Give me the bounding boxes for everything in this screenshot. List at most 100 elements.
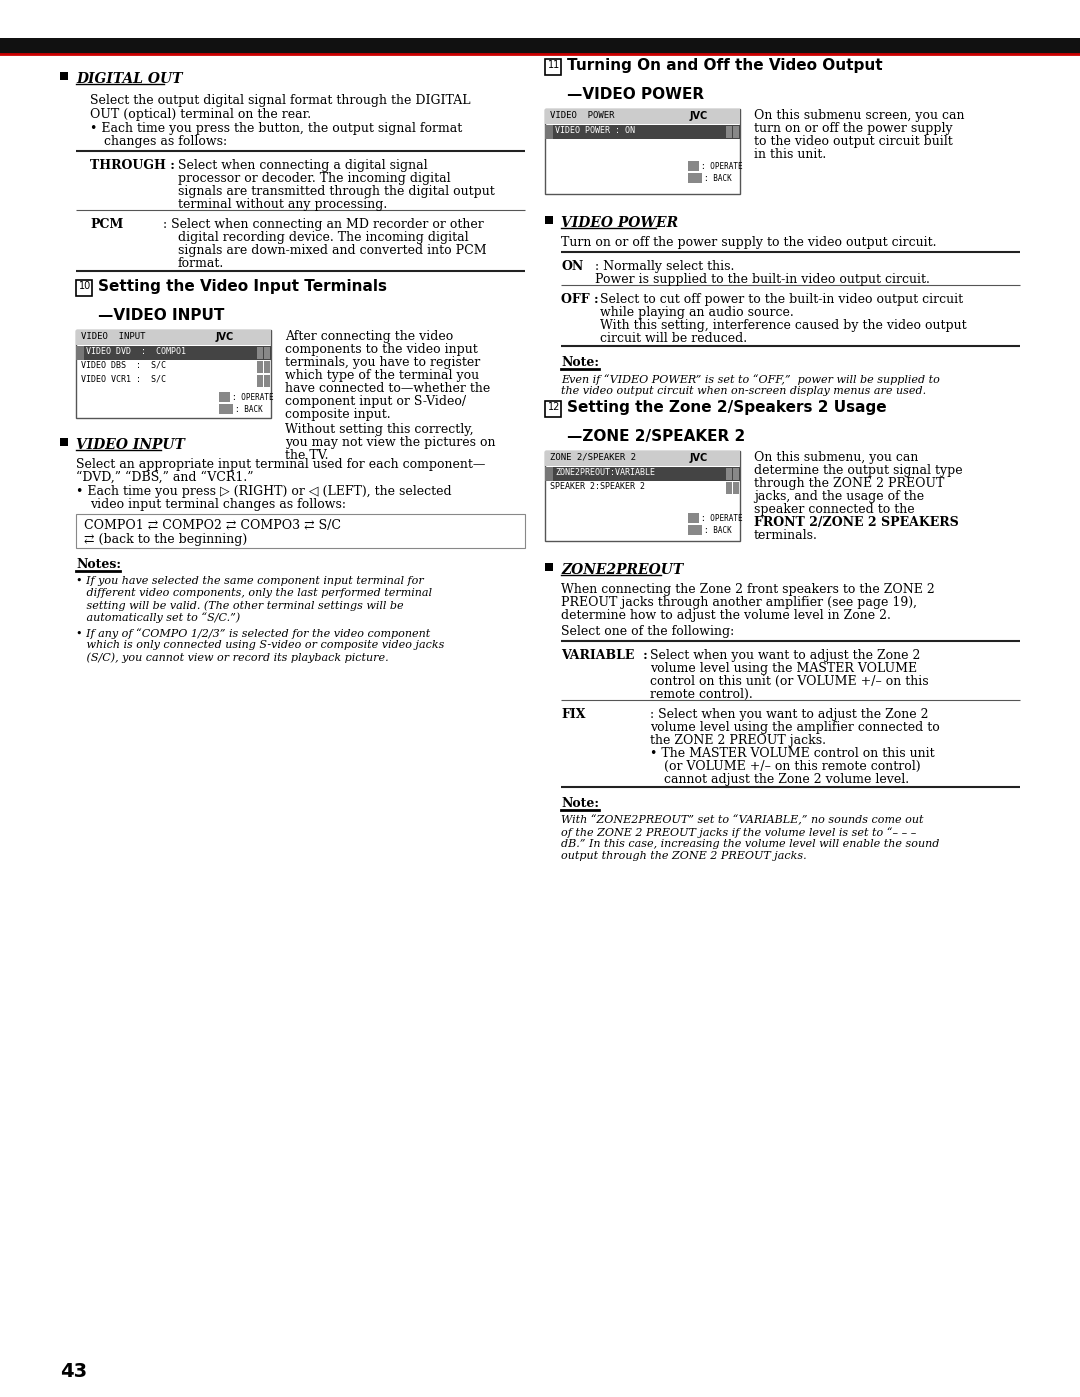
Text: of the ZONE 2 PREOUT jacks if the volume level is set to “– – –: of the ZONE 2 PREOUT jacks if the volume… bbox=[561, 827, 916, 838]
Text: processor or decoder. The incoming digital: processor or decoder. The incoming digit… bbox=[178, 172, 450, 184]
Bar bbox=[264, 346, 270, 359]
Text: Setting the Zone 2/Speakers 2 Usage: Setting the Zone 2/Speakers 2 Usage bbox=[567, 400, 887, 415]
Bar bbox=[545, 467, 740, 481]
Bar bbox=[545, 451, 740, 467]
Text: On this submenu, you can: On this submenu, you can bbox=[754, 451, 918, 464]
Text: JVC: JVC bbox=[690, 453, 708, 462]
Text: Select when connecting a digital signal: Select when connecting a digital signal bbox=[178, 159, 428, 172]
Text: —VIDEO POWER: —VIDEO POWER bbox=[567, 87, 704, 102]
Text: VIDEO DVD  :  COMPO1: VIDEO DVD : COMPO1 bbox=[86, 346, 186, 356]
Bar bbox=[257, 374, 264, 387]
Text: : Select when connecting an MD recorder or other: : Select when connecting an MD recorder … bbox=[163, 218, 484, 231]
Text: PCM: PCM bbox=[90, 218, 123, 231]
Text: VARIABLE  :: VARIABLE : bbox=[561, 650, 648, 662]
Bar bbox=[76, 330, 271, 418]
Text: (S/C), you cannot view or record its playback picture.: (S/C), you cannot view or record its pla… bbox=[76, 652, 389, 662]
Text: which is only connected using S-video or composite video jacks: which is only connected using S-video or… bbox=[76, 640, 444, 650]
Bar bbox=[76, 346, 84, 360]
Bar bbox=[726, 482, 732, 495]
Bar bbox=[219, 404, 233, 414]
Bar bbox=[726, 126, 732, 138]
Text: Select one of the following:: Select one of the following: bbox=[561, 624, 734, 638]
Text: COMPO1 ⇄ COMPO2 ⇄ COMPO3 ⇄ S/C: COMPO1 ⇄ COMPO2 ⇄ COMPO3 ⇄ S/C bbox=[84, 520, 341, 532]
Bar bbox=[688, 525, 702, 535]
Text: volume level using the amplifier connected to: volume level using the amplifier connect… bbox=[650, 721, 940, 733]
Text: through the ZONE 2 PREOUT: through the ZONE 2 PREOUT bbox=[754, 476, 944, 490]
Text: 11: 11 bbox=[548, 60, 561, 70]
Bar bbox=[60, 439, 68, 446]
Text: JVC: JVC bbox=[216, 332, 234, 342]
Text: Power is supplied to the built-in video output circuit.: Power is supplied to the built-in video … bbox=[595, 272, 930, 286]
Text: output through the ZONE 2 PREOUT jacks.: output through the ZONE 2 PREOUT jacks. bbox=[561, 851, 807, 861]
Text: digital recording device. The incoming digital: digital recording device. The incoming d… bbox=[178, 231, 469, 244]
Text: On this submenu screen, you can: On this submenu screen, you can bbox=[754, 109, 964, 122]
Text: • The MASTER VOLUME control on this unit: • The MASTER VOLUME control on this unit bbox=[650, 747, 934, 760]
Text: Select to cut off power to the built-in video output circuit: Select to cut off power to the built-in … bbox=[600, 293, 963, 306]
Text: OUT (optical) terminal on the rear.: OUT (optical) terminal on the rear. bbox=[90, 108, 311, 122]
Bar bbox=[733, 126, 739, 138]
Text: VIDEO VCR1 :  S/C: VIDEO VCR1 : S/C bbox=[81, 374, 166, 384]
Text: determine the output signal type: determine the output signal type bbox=[754, 464, 962, 476]
Text: components to the video input: components to the video input bbox=[285, 344, 477, 356]
Text: JVC: JVC bbox=[690, 110, 708, 122]
Text: circuit will be reduced.: circuit will be reduced. bbox=[600, 332, 747, 345]
Text: After connecting the video: After connecting the video bbox=[285, 330, 454, 344]
Text: DIGITAL OUT: DIGITAL OUT bbox=[76, 73, 183, 87]
Text: FIX: FIX bbox=[561, 708, 585, 721]
Text: volume level using the MASTER VOLUME: volume level using the MASTER VOLUME bbox=[650, 662, 917, 675]
Text: cannot adjust the Zone 2 volume level.: cannot adjust the Zone 2 volume level. bbox=[664, 773, 909, 787]
Text: automatically set to “S/C.”): automatically set to “S/C.”) bbox=[76, 612, 240, 623]
Text: VIDEO POWER: VIDEO POWER bbox=[561, 217, 678, 231]
Text: different video components, only the last performed terminal: different video components, only the las… bbox=[76, 588, 432, 598]
Text: VIDEO DBS  :  S/C: VIDEO DBS : S/C bbox=[81, 360, 166, 370]
Text: : OPERATE: : OPERATE bbox=[232, 393, 273, 402]
Text: • Each time you press the button, the output signal format: • Each time you press the button, the ou… bbox=[90, 122, 462, 136]
Text: ON: ON bbox=[561, 260, 583, 272]
Text: (or VOLUME +/– on this remote control): (or VOLUME +/– on this remote control) bbox=[664, 760, 920, 773]
Text: ZONE 2/SPEAKER 2: ZONE 2/SPEAKER 2 bbox=[550, 453, 636, 462]
Text: With this setting, interference caused by the video output: With this setting, interference caused b… bbox=[600, 319, 967, 332]
Text: dB.” In this case, increasing the volume level will enable the sound: dB.” In this case, increasing the volume… bbox=[561, 840, 940, 849]
Bar bbox=[76, 514, 525, 548]
Bar bbox=[688, 513, 699, 522]
Text: Setting the Video Input Terminals: Setting the Video Input Terminals bbox=[98, 279, 387, 293]
Text: Select when you want to adjust the Zone 2: Select when you want to adjust the Zone … bbox=[650, 650, 920, 662]
Bar bbox=[0, 38, 1080, 54]
Text: control on this unit (or VOLUME +/– on this: control on this unit (or VOLUME +/– on t… bbox=[650, 675, 929, 687]
Text: setting will be valid. (The other terminal settings will be: setting will be valid. (The other termin… bbox=[76, 599, 404, 610]
Bar bbox=[545, 59, 561, 75]
Bar bbox=[545, 124, 553, 138]
Text: : BACK: : BACK bbox=[235, 405, 262, 414]
Bar bbox=[545, 217, 553, 224]
Text: signals are down-mixed and converted into PCM: signals are down-mixed and converted int… bbox=[178, 244, 487, 257]
Text: changes as follows:: changes as follows: bbox=[104, 136, 227, 148]
Text: terminals.: terminals. bbox=[754, 529, 818, 542]
Text: ZONE2PREOUT: ZONE2PREOUT bbox=[561, 563, 684, 577]
Text: Notes:: Notes: bbox=[76, 557, 121, 571]
Bar bbox=[545, 109, 740, 124]
Bar bbox=[60, 73, 68, 80]
Text: THROUGH :: THROUGH : bbox=[90, 159, 175, 172]
Bar bbox=[76, 330, 271, 345]
Bar bbox=[76, 346, 271, 360]
Bar bbox=[219, 393, 230, 402]
Text: : Select when you want to adjust the Zone 2: : Select when you want to adjust the Zon… bbox=[650, 708, 929, 721]
Text: Select the output digital signal format through the DIGITAL: Select the output digital signal format … bbox=[90, 94, 471, 108]
Text: 12: 12 bbox=[548, 402, 561, 412]
Text: • Each time you press ▷ (RIGHT) or ◁ (LEFT), the selected: • Each time you press ▷ (RIGHT) or ◁ (LE… bbox=[76, 485, 451, 497]
Text: ZONE2PREOUT:VARIABLE: ZONE2PREOUT:VARIABLE bbox=[555, 468, 654, 476]
Text: FRONT 2/ZONE 2 SPEAKERS: FRONT 2/ZONE 2 SPEAKERS bbox=[754, 515, 959, 529]
Text: : OPERATE: : OPERATE bbox=[701, 162, 743, 170]
Text: the ZONE 2 PREOUT jacks.: the ZONE 2 PREOUT jacks. bbox=[650, 733, 826, 747]
Text: Note:: Note: bbox=[561, 798, 599, 810]
Text: while playing an audio source.: while playing an audio source. bbox=[600, 306, 794, 319]
Text: composite input.: composite input. bbox=[285, 408, 391, 420]
Text: —VIDEO INPUT: —VIDEO INPUT bbox=[98, 307, 225, 323]
Text: the TV.: the TV. bbox=[285, 448, 328, 462]
Text: VIDEO  INPUT: VIDEO INPUT bbox=[81, 332, 146, 341]
Bar bbox=[726, 468, 732, 481]
Text: : OPERATE: : OPERATE bbox=[701, 514, 743, 522]
Text: to the video output circuit built: to the video output circuit built bbox=[754, 136, 953, 148]
Text: signals are transmitted through the digital output: signals are transmitted through the digi… bbox=[178, 184, 495, 198]
Bar bbox=[688, 173, 702, 183]
